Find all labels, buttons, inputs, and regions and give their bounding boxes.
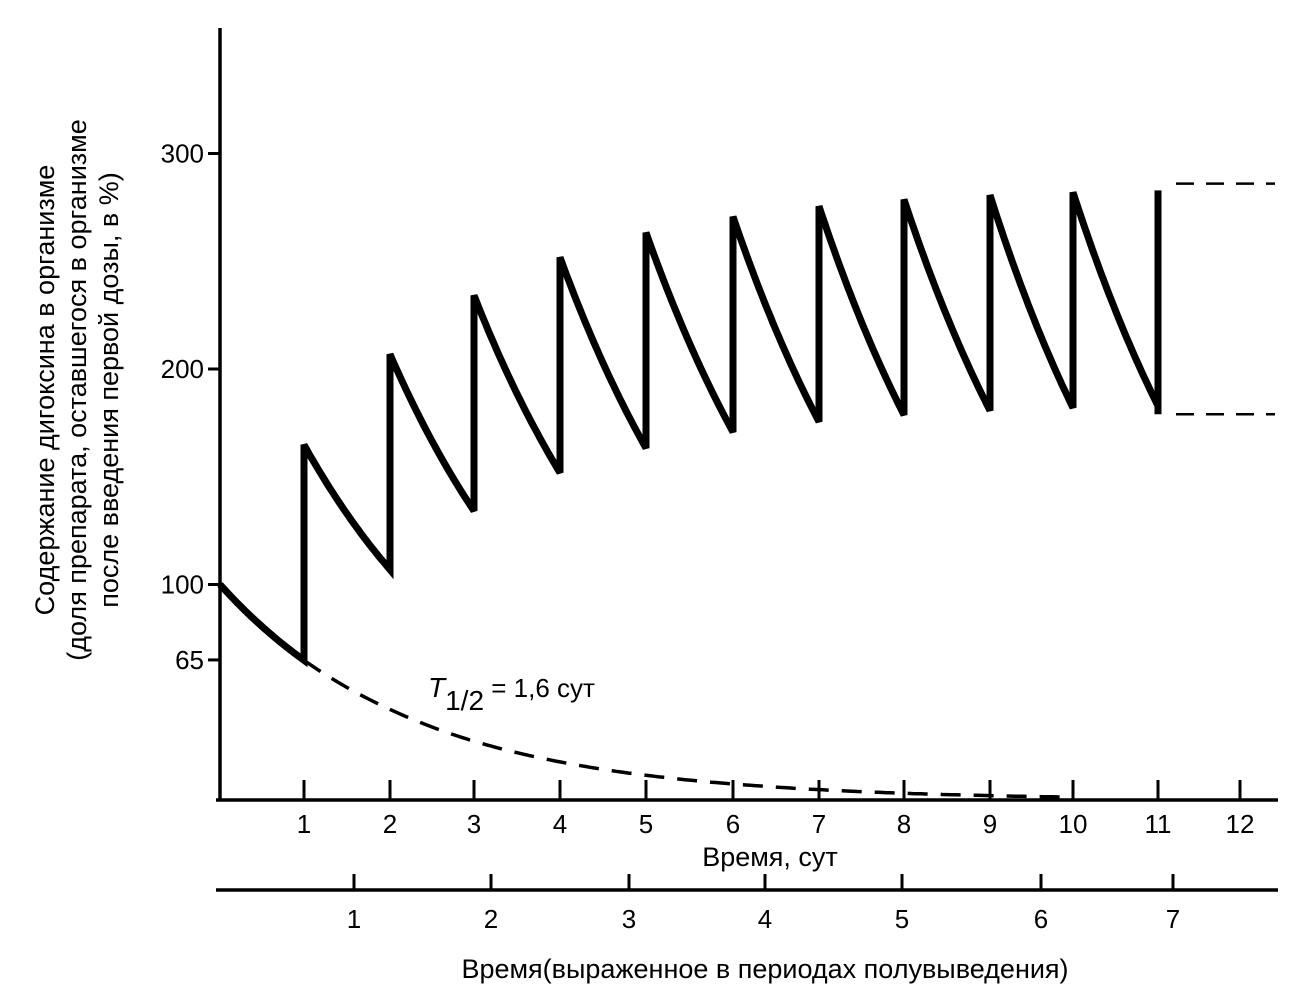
x-tick-label: 6: [726, 809, 740, 839]
y-ticks: 65 100 200 300: [161, 139, 220, 675]
y-tick-label: 200: [161, 354, 204, 384]
x2-tick-label: 4: [758, 904, 772, 934]
x-tick-label: 3: [467, 809, 481, 839]
half-life-symbol: T: [428, 672, 447, 703]
x2-tick-label: 3: [622, 904, 636, 934]
half-life-annotation: T1/2 = 1,6 сут: [428, 672, 595, 716]
y-tick-label: 300: [161, 139, 204, 169]
y-axis-title: Содержание дигоксина в организме (доля п…: [30, 119, 124, 660]
x2-tick-label: 6: [1034, 904, 1048, 934]
half-life-subscript: 1/2: [445, 685, 484, 716]
x-tick-label: 8: [897, 809, 911, 839]
half-life-value: = 1,6 сут: [484, 673, 595, 703]
x-tick-label: 2: [383, 809, 397, 839]
x-tick-label: 1: [297, 809, 311, 839]
x-ticks: 1 2 3 4 5 6 7 8 9 10 11 12: [297, 780, 1255, 839]
single-dose-elimination-curve: [302, 658, 1074, 799]
x2-tick-label: 7: [1166, 904, 1180, 934]
x-tick-label: 12: [1226, 809, 1255, 839]
y-tick-label: 100: [161, 570, 204, 600]
x2-axis-title: Время(выраженное в периодах полувыведени…: [461, 954, 1068, 984]
x2-tick-label: 5: [895, 904, 909, 934]
repeated-dose-accumulation-curve: [217, 190, 1162, 668]
y-axis-title-line-1: Содержание дигоксина в организме: [30, 165, 60, 616]
y-axis-title-line-3: после введения первой дозы, в %): [94, 172, 124, 608]
x2-ticks: 1 2 3 4 5 6 7: [347, 874, 1180, 934]
y-axis-title-line-2: (доля препарата, оставшегося в организме: [62, 119, 92, 660]
y-tick-label: 65: [175, 645, 204, 675]
x-tick-label: 4: [553, 809, 567, 839]
x-tick-label: 7: [812, 809, 826, 839]
x-tick-label: 5: [639, 809, 653, 839]
x-tick-label: 10: [1059, 809, 1088, 839]
x-tick-label: 11: [1145, 809, 1172, 839]
x2-tick-label: 2: [484, 904, 498, 934]
x-axis-title: Время, сут: [702, 842, 838, 872]
x2-tick-label: 1: [347, 904, 361, 934]
x-tick-label: 9: [983, 809, 997, 839]
